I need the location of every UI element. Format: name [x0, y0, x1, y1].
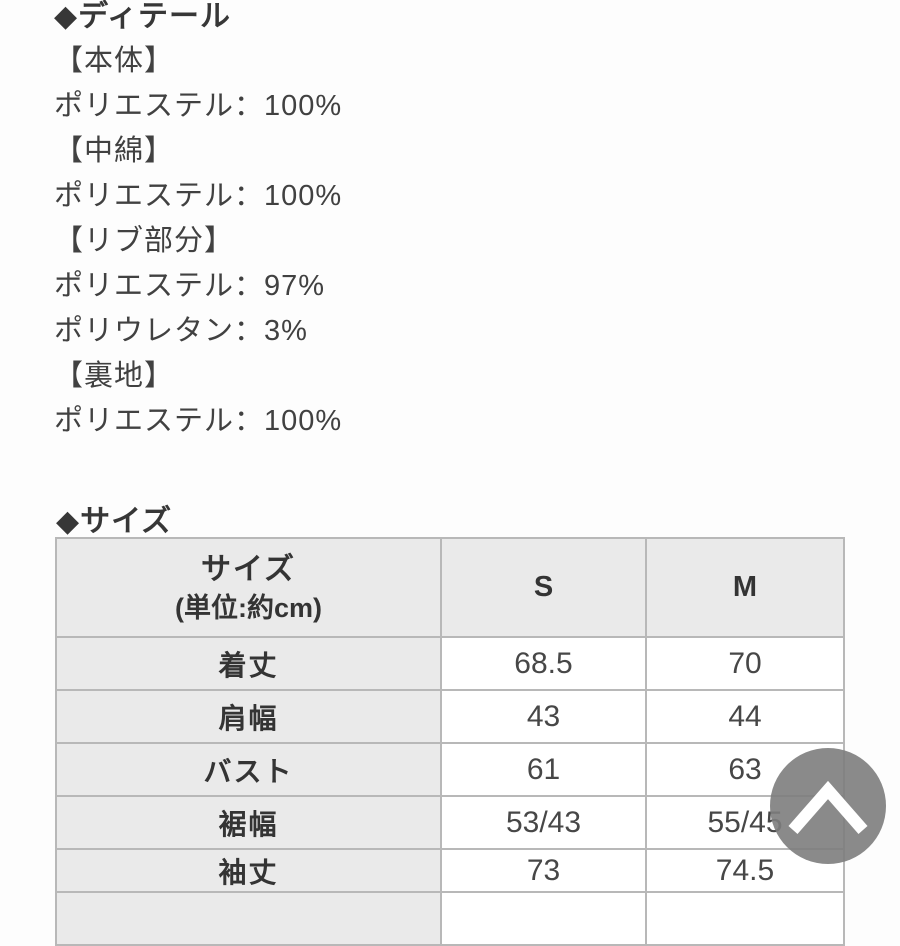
cell-bust-s: 61: [440, 742, 647, 797]
size-heading: ◆サイズ: [56, 505, 173, 538]
table-row-length: 着丈 68.5 70: [55, 636, 845, 691]
table-row-sleeve: 袖丈 73 74.5: [55, 848, 845, 893]
header-size-label: サイズ: [200, 552, 297, 586]
size-table: サイズ (単位:約cm) S M 着丈 68.5 70 肩幅 43 44 バスト…: [55, 537, 845, 946]
cell-shoulder-m: 44: [645, 689, 845, 744]
chevron-up-icon: [788, 780, 868, 834]
table-row-shoulder: 肩幅 43 44: [55, 689, 845, 744]
detail-line-body-material: ポリエステル：100%: [54, 90, 343, 122]
cell-hem-s: 53/43: [440, 795, 647, 850]
product-detail-page: ◆ディテール 【本体】 ポリエステル：100% 【中綿】 ポリエステル：100%…: [54, 0, 886, 946]
header-cell-m: M: [645, 537, 845, 638]
detail-line-lining-material: ポリエステル：100%: [54, 405, 343, 437]
row-label-length: 着丈: [55, 636, 442, 691]
detail-line-padding-label: 【中綿】: [54, 135, 175, 167]
header-cell-s: S: [440, 537, 647, 638]
detail-line-rib-material-1: ポリエステル：97%: [54, 270, 326, 302]
table-row-hem: 裾幅 53/43 55/45: [55, 795, 845, 850]
detail-heading: ◆ディテール: [54, 0, 231, 33]
back-to-top-button[interactable]: [770, 748, 886, 864]
header-unit-label: (単位:約cm): [175, 592, 322, 623]
cell-sleeve-s: 73: [440, 848, 647, 893]
cell-length-m: 70: [645, 636, 845, 691]
detail-line-rib-label: 【リブ部分】: [54, 225, 235, 257]
table-row-bust: バスト 61 63: [55, 742, 845, 797]
row-label-shoulder: 肩幅: [55, 689, 442, 744]
cell-length-s: 68.5: [440, 636, 647, 691]
header-cell-size-unit: サイズ (単位:約cm): [55, 537, 442, 638]
detail-line-lining-label: 【裏地】: [54, 360, 175, 392]
row-label-hem: 裾幅: [55, 795, 442, 850]
detail-line-padding-material: ポリエステル：100%: [54, 180, 343, 212]
detail-section: ◆ディテール 【本体】 ポリエステル：100% 【中綿】 ポリエステル：100%…: [54, 0, 342, 444]
detail-line-rib-material-2: ポリウレタン：3%: [54, 315, 308, 347]
table-header-row: サイズ (単位:約cm) S M: [55, 537, 845, 638]
cell-shoulder-s: 43: [440, 689, 647, 744]
detail-line-body-label: 【本体】: [54, 45, 175, 77]
row-label-sleeve: 袖丈: [55, 848, 442, 893]
row-label-bust: バスト: [55, 742, 442, 797]
